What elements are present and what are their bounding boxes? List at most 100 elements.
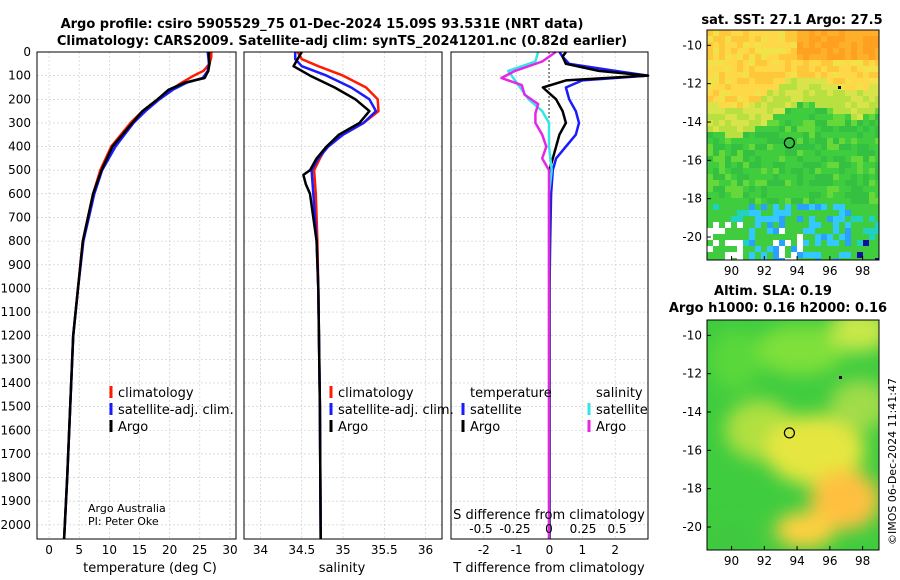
sst-cell (791, 168, 797, 174)
y-tick-label: -16 (682, 153, 702, 167)
sst-cell (845, 102, 851, 108)
x-tick-label: 34.5 (288, 543, 315, 557)
sst-cell (851, 192, 857, 198)
sst-cell (791, 114, 797, 120)
sst-cell (743, 216, 749, 222)
sst-cell (725, 114, 731, 120)
sst-cell (809, 192, 815, 198)
sst-cell (743, 210, 749, 216)
sst-cell (761, 222, 767, 228)
sst-cell (773, 222, 779, 228)
sst-cell (731, 132, 737, 138)
sst-cell (803, 114, 809, 120)
sst-cell (827, 204, 833, 210)
sst-cell (773, 72, 779, 78)
sst-cell (827, 138, 833, 144)
legend-label-climatology: climatology (118, 386, 194, 401)
sst-cell (707, 204, 713, 210)
sst-cell (845, 240, 851, 246)
sst-cell (791, 102, 797, 108)
sst-cell (767, 222, 773, 228)
sst-cell (773, 138, 779, 144)
sst-cell (869, 78, 875, 84)
sst-cell (863, 30, 869, 36)
sst-cell (785, 66, 791, 72)
sst-cell (839, 42, 845, 48)
sst-cell (851, 60, 857, 66)
sst-cell (875, 240, 879, 246)
sst-cell (749, 120, 755, 126)
sst-cell (749, 246, 755, 252)
sst-cell (719, 78, 725, 84)
sst-cell (869, 258, 875, 260)
sst-cell (845, 48, 851, 54)
sst-cell (827, 174, 833, 180)
sst-cell (743, 246, 749, 252)
sst-cell (767, 54, 773, 60)
sst-cell (857, 246, 863, 252)
sst-cell (713, 234, 719, 240)
sst-cell (725, 138, 731, 144)
sst-cell (827, 216, 833, 222)
sst-cell (719, 252, 725, 258)
sst-cell (731, 54, 737, 60)
sst-cell (803, 150, 809, 156)
sst-cell (731, 162, 737, 168)
sst-cell (743, 60, 749, 66)
difference-panel: -2 -1 0 1 2 -0.5 -0.25 0 0.25 0.5 T difference fr… (450, 50, 650, 576)
sst-cell (821, 108, 827, 114)
sst-cell (779, 30, 785, 36)
sst-cell (821, 150, 827, 156)
sst-cell (713, 258, 719, 260)
sst-cell (875, 114, 879, 120)
y-tick-label: 400 (8, 140, 31, 154)
sst-cell (731, 90, 737, 96)
temperature-panel: 0100200300400500600700800900100011001200… (0, 45, 237, 576)
sst-cell (785, 132, 791, 138)
sst-cell (791, 180, 797, 186)
sst-cell (731, 156, 737, 162)
sst-cell (815, 156, 821, 162)
sst-cell (851, 198, 857, 204)
sst-cell (863, 240, 869, 246)
x-tick-label: -1 (511, 543, 523, 557)
sst-cell (869, 48, 875, 54)
legend-title-temperature: temperature (470, 386, 552, 401)
sst-cell (827, 120, 833, 126)
sst-cell (719, 132, 725, 138)
sst-cell (737, 108, 743, 114)
sst-cell (791, 210, 797, 216)
sst-cell (827, 42, 833, 48)
sst-cell (707, 246, 713, 252)
difference-series (500, 50, 650, 539)
sst-cell (809, 252, 815, 258)
x2-tick-label: 0.5 (607, 522, 626, 536)
sst-cell (827, 90, 833, 96)
x-tick-label: 30 (222, 543, 237, 557)
sst-cell (761, 198, 767, 204)
sst-cell (743, 114, 749, 120)
sst-cell (737, 162, 743, 168)
sst-cell (857, 234, 863, 240)
sst-cell (749, 252, 755, 258)
sst-cell (749, 96, 755, 102)
x-tick-label: -2 (478, 543, 490, 557)
sst-cell (851, 126, 857, 132)
sst-cell (785, 84, 791, 90)
sst-cell (713, 180, 719, 186)
legend-label-satellite: satellite-adj. clim. (338, 403, 454, 418)
sst-cell (845, 72, 851, 78)
sst-cell (755, 138, 761, 144)
sst-cell (755, 186, 761, 192)
sst-cell (731, 222, 737, 228)
sst-cell (875, 258, 879, 260)
sst-cell (875, 198, 879, 204)
sst-cell (797, 234, 803, 240)
sst-cell (725, 120, 731, 126)
sst-cell (725, 198, 731, 204)
sst-cell (749, 210, 755, 216)
sst-cell (713, 222, 719, 228)
sst-cell (833, 36, 839, 42)
sst-cell (743, 162, 749, 168)
sst-cell (707, 252, 713, 258)
